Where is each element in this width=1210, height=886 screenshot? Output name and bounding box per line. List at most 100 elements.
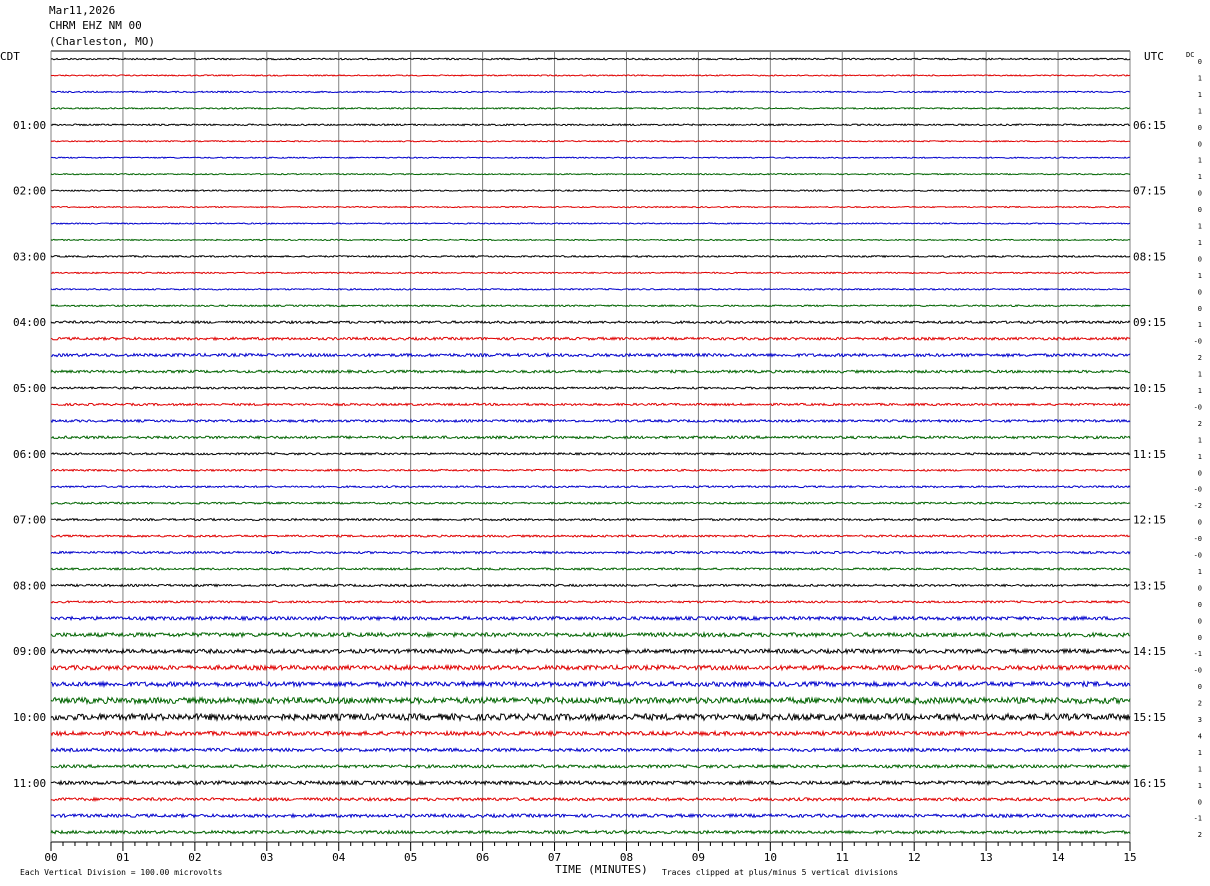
trace-line [50, 550, 1131, 555]
trace-line [50, 189, 1131, 193]
trace-line [50, 695, 1131, 706]
trace-line [50, 615, 1131, 622]
grid [50, 50, 1131, 851]
right-hour-label: 12:15 [1133, 514, 1166, 527]
trace-line [50, 566, 1131, 572]
dc-offset-label: 0 [1198, 206, 1202, 214]
dc-offset-label: 0 [1198, 584, 1202, 592]
dc-offset-label: 1 [1198, 74, 1202, 82]
x-tick-label: 11 [836, 851, 849, 864]
x-tick-label: 12 [908, 851, 921, 864]
location-label: (Charleston, MO) [49, 35, 155, 48]
left-hour-label: 01:00 [13, 119, 46, 132]
dc-offset-label: 0 [1198, 140, 1202, 148]
trace-line [50, 630, 1131, 639]
dc-offset-label: 1 [1198, 91, 1202, 99]
dc-offset-label: 1 [1198, 371, 1202, 379]
dc-offset-label: 4 [1198, 732, 1202, 740]
axis-labels: CDT UTC DC TIME (MINUTES) Each Vertical … [0, 50, 1202, 877]
trace-line [50, 139, 1131, 143]
left-hour-label: 09:00 [13, 645, 46, 658]
right-hour-label: 08:15 [1133, 250, 1166, 263]
dc-offset-label: 1 [1198, 749, 1202, 757]
x-tick-label: 04 [332, 851, 346, 864]
dc-offset-label: 0 [1198, 124, 1202, 132]
trace-line [51, 517, 1131, 522]
dc-offset-label: 0 [1198, 190, 1202, 198]
left-hour-label: 04:00 [13, 316, 46, 329]
date-label: Mar11,2026 [49, 4, 116, 17]
right-hour-label: 11:15 [1133, 448, 1166, 461]
trace-line [50, 222, 1131, 225]
dc-offset-label: 0 [1198, 519, 1202, 527]
dc-offset-label: -0 [1194, 338, 1202, 346]
dc-offset-label: -0 [1194, 552, 1202, 560]
trace-line [50, 205, 1131, 209]
dc-offset-label: 0 [1198, 58, 1202, 66]
trace-line [50, 238, 1131, 242]
dc-offset-label: -2 [1194, 502, 1202, 510]
trace-line [50, 336, 1131, 342]
dc-offset-label: 0 [1198, 634, 1202, 642]
dc-offset-label: 0 [1198, 305, 1202, 313]
dc-offset-label: 1 [1198, 568, 1202, 576]
trace-line [50, 402, 1131, 407]
left-hour-label: 02:00 [13, 185, 46, 198]
x-tick-label: 10 [764, 851, 777, 864]
dc-offset-label: 1 [1198, 765, 1202, 773]
trace-line [50, 304, 1131, 308]
trace-line [50, 74, 1131, 77]
trace-line [50, 829, 1131, 836]
dc-offset-label: 3 [1198, 716, 1202, 724]
dc-offset-label: 2 [1198, 420, 1202, 428]
trace-line [50, 763, 1131, 770]
x-tick-label: 09 [692, 851, 705, 864]
right-zone-label: UTC [1144, 50, 1164, 63]
x-tick-label: 06 [476, 851, 489, 864]
dc-offset-label: 1 [1198, 272, 1202, 280]
x-tick-label: 02 [188, 851, 201, 864]
station-label: CHRM EHZ NM 00 [49, 19, 142, 32]
right-hour-label: 16:15 [1133, 777, 1166, 790]
right-hour-label: 09:15 [1133, 316, 1166, 329]
trace-line [50, 534, 1131, 538]
x-tick-label: 01 [116, 851, 129, 864]
trace-line [50, 583, 1131, 588]
trace-line [50, 106, 1131, 110]
dc-offset-label: 1 [1198, 782, 1202, 790]
trace-line [50, 729, 1131, 738]
seismic-traces [50, 57, 1131, 836]
dc-header: DC [1186, 51, 1194, 59]
right-hour-label: 07:15 [1133, 185, 1166, 198]
left-zone-label: CDT [0, 50, 20, 63]
trace-line [50, 385, 1131, 391]
trace-line [50, 451, 1131, 456]
trace-line [50, 647, 1131, 656]
trace-line [50, 599, 1131, 604]
dc-offset-label: 1 [1198, 436, 1202, 444]
dc-offset-label: -1 [1194, 815, 1202, 823]
trace-line [50, 468, 1131, 473]
trace-line [50, 368, 1131, 375]
trace-line [50, 254, 1131, 259]
x-tick-label: 13 [980, 851, 993, 864]
trace-line [50, 712, 1131, 723]
trace-line [50, 57, 1131, 61]
dc-offset-label: 0 [1198, 798, 1202, 806]
trace-line [50, 796, 1131, 803]
dc-offset-label: -1 [1194, 650, 1202, 658]
dc-offset-label: 1 [1198, 453, 1202, 461]
x-tick-label: 00 [44, 851, 57, 864]
trace-line [50, 812, 1131, 819]
dc-offset-label: 0 [1198, 601, 1202, 609]
trace-line [50, 663, 1131, 672]
dc-offset-label: 0 [1198, 469, 1202, 477]
left-hour-label: 05:00 [13, 382, 46, 395]
trace-line [50, 746, 1131, 753]
x-tick-label: 08 [620, 851, 633, 864]
dc-offset-label: 2 [1198, 831, 1202, 839]
left-hour-label: 11:00 [13, 777, 46, 790]
trace-line [50, 172, 1131, 176]
x-tick-label: 07 [548, 851, 561, 864]
